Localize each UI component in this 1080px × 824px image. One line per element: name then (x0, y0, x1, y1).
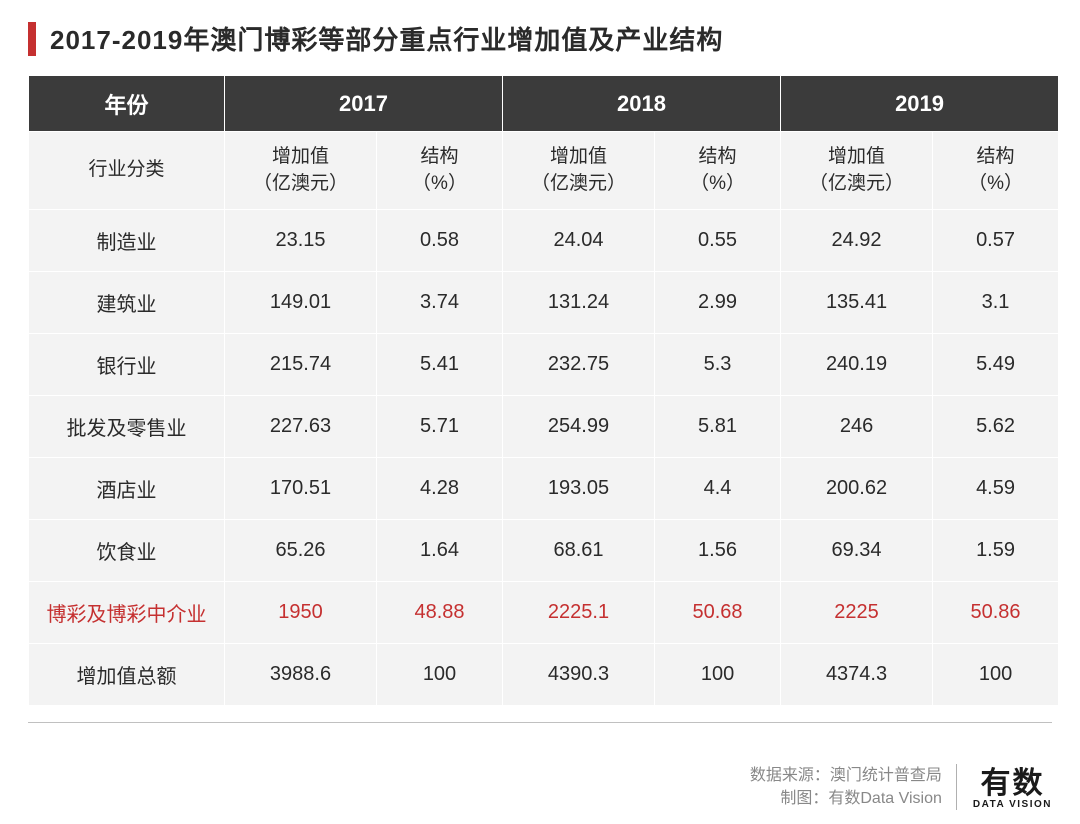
header-value-2018: 增加值（亿澳元） (503, 132, 655, 210)
cell-p2018: 0.55 (655, 210, 781, 272)
cell-p2018: 2.99 (655, 272, 781, 334)
table-row: 博彩及博彩中介业195048.882225.150.68222550.86 (29, 582, 1059, 644)
header-year-label: 年份 (29, 76, 225, 132)
cell-p2017: 1.64 (377, 520, 503, 582)
row-label: 增加值总额 (29, 644, 225, 706)
table-row: 增加值总额3988.61004390.31004374.3100 (29, 644, 1059, 706)
header-year-2018: 2018 (503, 76, 781, 132)
cell-v2018: 254.99 (503, 396, 655, 458)
cell-v2019: 69.34 (781, 520, 933, 582)
table-row: 饮食业65.261.6468.611.5669.341.59 (29, 520, 1059, 582)
header-value-2017: 增加值（亿澳元） (225, 132, 377, 210)
row-label: 饮食业 (29, 520, 225, 582)
cell-v2018: 193.05 (503, 458, 655, 520)
cell-p2019: 1.59 (933, 520, 1059, 582)
cell-v2019: 24.92 (781, 210, 933, 272)
cell-p2018: 50.68 (655, 582, 781, 644)
cell-p2017: 5.41 (377, 334, 503, 396)
cell-p2018: 5.3 (655, 334, 781, 396)
table-row: 银行业215.745.41232.755.3240.195.49 (29, 334, 1059, 396)
table-row: 制造业23.150.5824.040.5524.920.57 (29, 210, 1059, 272)
title-bar: 2017-2019年澳门博彩等部分重点行业增加值及产业结构 (28, 20, 1052, 57)
cell-v2019: 200.62 (781, 458, 933, 520)
cell-v2017: 65.26 (225, 520, 377, 582)
logo: 有数 DATA VISION (973, 769, 1052, 810)
table-header: 年份 2017 2018 2019 行业分类 增加值（亿澳元） 结构（%） 增加… (29, 76, 1059, 210)
cell-v2017: 215.74 (225, 334, 377, 396)
header-pct-2019: 结构（%） (933, 132, 1059, 210)
row-label: 制造业 (29, 210, 225, 272)
cell-v2019: 2225 (781, 582, 933, 644)
table-row: 酒店业170.514.28193.054.4200.624.59 (29, 458, 1059, 520)
logo-cn: 有数 (980, 769, 1044, 799)
cell-v2017: 170.51 (225, 458, 377, 520)
footer-credits: 数据来源：澳门统计普查局 制图：有数Data Vision (750, 764, 957, 810)
header-category-label: 行业分类 (29, 132, 225, 210)
cell-v2018: 4390.3 (503, 644, 655, 706)
header-pct-2017: 结构（%） (377, 132, 503, 210)
cell-p2019: 4.59 (933, 458, 1059, 520)
cell-v2018: 131.24 (503, 272, 655, 334)
row-label: 银行业 (29, 334, 225, 396)
cell-p2017: 3.74 (377, 272, 503, 334)
header-year-2019: 2019 (781, 76, 1059, 132)
cell-p2018: 100 (655, 644, 781, 706)
cell-v2019: 240.19 (781, 334, 933, 396)
cell-v2017: 149.01 (225, 272, 377, 334)
industry-table: 年份 2017 2018 2019 行业分类 增加值（亿澳元） 结构（%） 增加… (28, 75, 1059, 706)
row-label: 建筑业 (29, 272, 225, 334)
cell-p2018: 1.56 (655, 520, 781, 582)
cell-p2017: 4.28 (377, 458, 503, 520)
title-accent-mark (28, 22, 36, 56)
cell-v2017: 3988.6 (225, 644, 377, 706)
footer: 数据来源：澳门统计普查局 制图：有数Data Vision 有数 DATA VI… (750, 764, 1052, 810)
cell-p2019: 100 (933, 644, 1059, 706)
cell-v2018: 68.61 (503, 520, 655, 582)
cell-p2017: 5.71 (377, 396, 503, 458)
row-label: 博彩及博彩中介业 (29, 582, 225, 644)
cell-v2017: 227.63 (225, 396, 377, 458)
footer-divider (28, 722, 1052, 723)
cell-p2017: 0.58 (377, 210, 503, 272)
table-body: 制造业23.150.5824.040.5524.920.57建筑业149.013… (29, 210, 1059, 706)
cell-v2019: 135.41 (781, 272, 933, 334)
cell-p2019: 5.49 (933, 334, 1059, 396)
cell-v2019: 4374.3 (781, 644, 933, 706)
header-value-2019: 增加值（亿澳元） (781, 132, 933, 210)
cell-v2018: 2225.1 (503, 582, 655, 644)
cell-v2018: 232.75 (503, 334, 655, 396)
header-year-2017: 2017 (225, 76, 503, 132)
table-row: 建筑业149.013.74131.242.99135.413.1 (29, 272, 1059, 334)
page-title: 2017-2019年澳门博彩等部分重点行业增加值及产业结构 (50, 20, 723, 57)
logo-en: DATA VISION (973, 800, 1052, 810)
cell-p2019: 0.57 (933, 210, 1059, 272)
row-label: 酒店业 (29, 458, 225, 520)
cell-v2018: 24.04 (503, 210, 655, 272)
cell-p2018: 4.4 (655, 458, 781, 520)
row-label: 批发及零售业 (29, 396, 225, 458)
cell-v2017: 23.15 (225, 210, 377, 272)
header-pct-2018: 结构（%） (655, 132, 781, 210)
cell-p2018: 5.81 (655, 396, 781, 458)
cell-p2017: 100 (377, 644, 503, 706)
cell-p2019: 3.1 (933, 272, 1059, 334)
cell-v2019: 246 (781, 396, 933, 458)
cell-p2019: 50.86 (933, 582, 1059, 644)
cell-p2019: 5.62 (933, 396, 1059, 458)
table-row: 批发及零售业227.635.71254.995.812465.62 (29, 396, 1059, 458)
cell-p2017: 48.88 (377, 582, 503, 644)
cell-v2017: 1950 (225, 582, 377, 644)
